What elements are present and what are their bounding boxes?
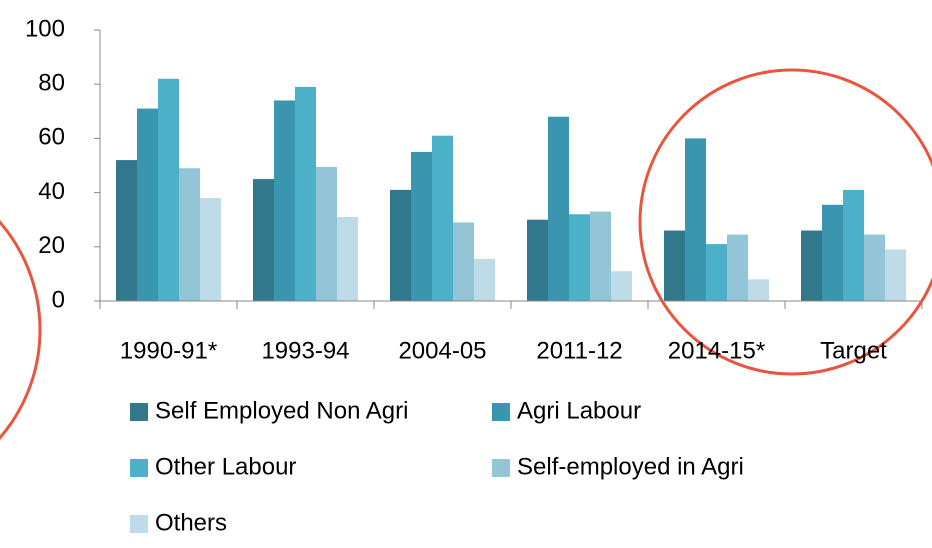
bar <box>664 230 685 301</box>
x-tick-label: 2004-05 <box>398 337 486 364</box>
legend-swatch <box>130 403 148 421</box>
bar <box>748 279 769 301</box>
x-tick-label: 2011-12 <box>536 337 622 364</box>
bar <box>727 234 748 301</box>
bar <box>548 116 569 301</box>
bar <box>843 189 864 301</box>
y-tick-label: 100 <box>25 15 65 42</box>
y-tick-label: 60 <box>38 124 65 151</box>
y-tick-label: 0 <box>52 286 65 313</box>
bar <box>685 138 706 301</box>
legend-label: Self-employed in Agri <box>517 453 744 480</box>
y-tick-label: 80 <box>38 70 65 97</box>
y-tick-label: 20 <box>38 232 65 259</box>
bar <box>116 160 137 301</box>
bar <box>569 214 590 301</box>
bar <box>590 211 611 301</box>
legend-swatch <box>130 459 148 477</box>
bar <box>253 179 274 301</box>
legend-label: Others <box>155 509 227 536</box>
bar <box>316 166 337 301</box>
bar <box>706 244 727 301</box>
bar <box>411 151 432 301</box>
bar <box>137 108 158 301</box>
legend-label: Other Labour <box>155 453 296 480</box>
legend-label: Self Employed Non Agri <box>155 397 408 424</box>
bar <box>390 189 411 301</box>
bar <box>158 78 179 301</box>
bar <box>337 216 358 301</box>
x-tick-label: 1993-94 <box>261 337 349 364</box>
y-tick-label: 40 <box>38 178 65 205</box>
annotation-circle <box>638 68 932 376</box>
bar <box>200 198 221 301</box>
bar <box>274 100 295 302</box>
annotation-circle <box>0 220 42 440</box>
bar <box>885 249 906 301</box>
x-tick-label: 1990-91* <box>120 337 217 364</box>
bar <box>474 258 495 301</box>
bar <box>864 234 885 301</box>
bar <box>179 168 200 301</box>
bar <box>453 222 474 301</box>
legend-swatch <box>492 403 510 421</box>
bar <box>801 230 822 301</box>
legend-swatch <box>130 515 148 533</box>
x-tick-label: Target <box>820 337 887 364</box>
legend-swatch <box>492 459 510 477</box>
bar <box>822 204 843 301</box>
bar <box>527 219 548 301</box>
bar <box>295 86 316 301</box>
x-tick-label: 2014-15* <box>668 337 765 364</box>
bar <box>432 135 453 301</box>
bar <box>611 271 632 301</box>
legend-label: Agri Labour <box>517 397 641 424</box>
